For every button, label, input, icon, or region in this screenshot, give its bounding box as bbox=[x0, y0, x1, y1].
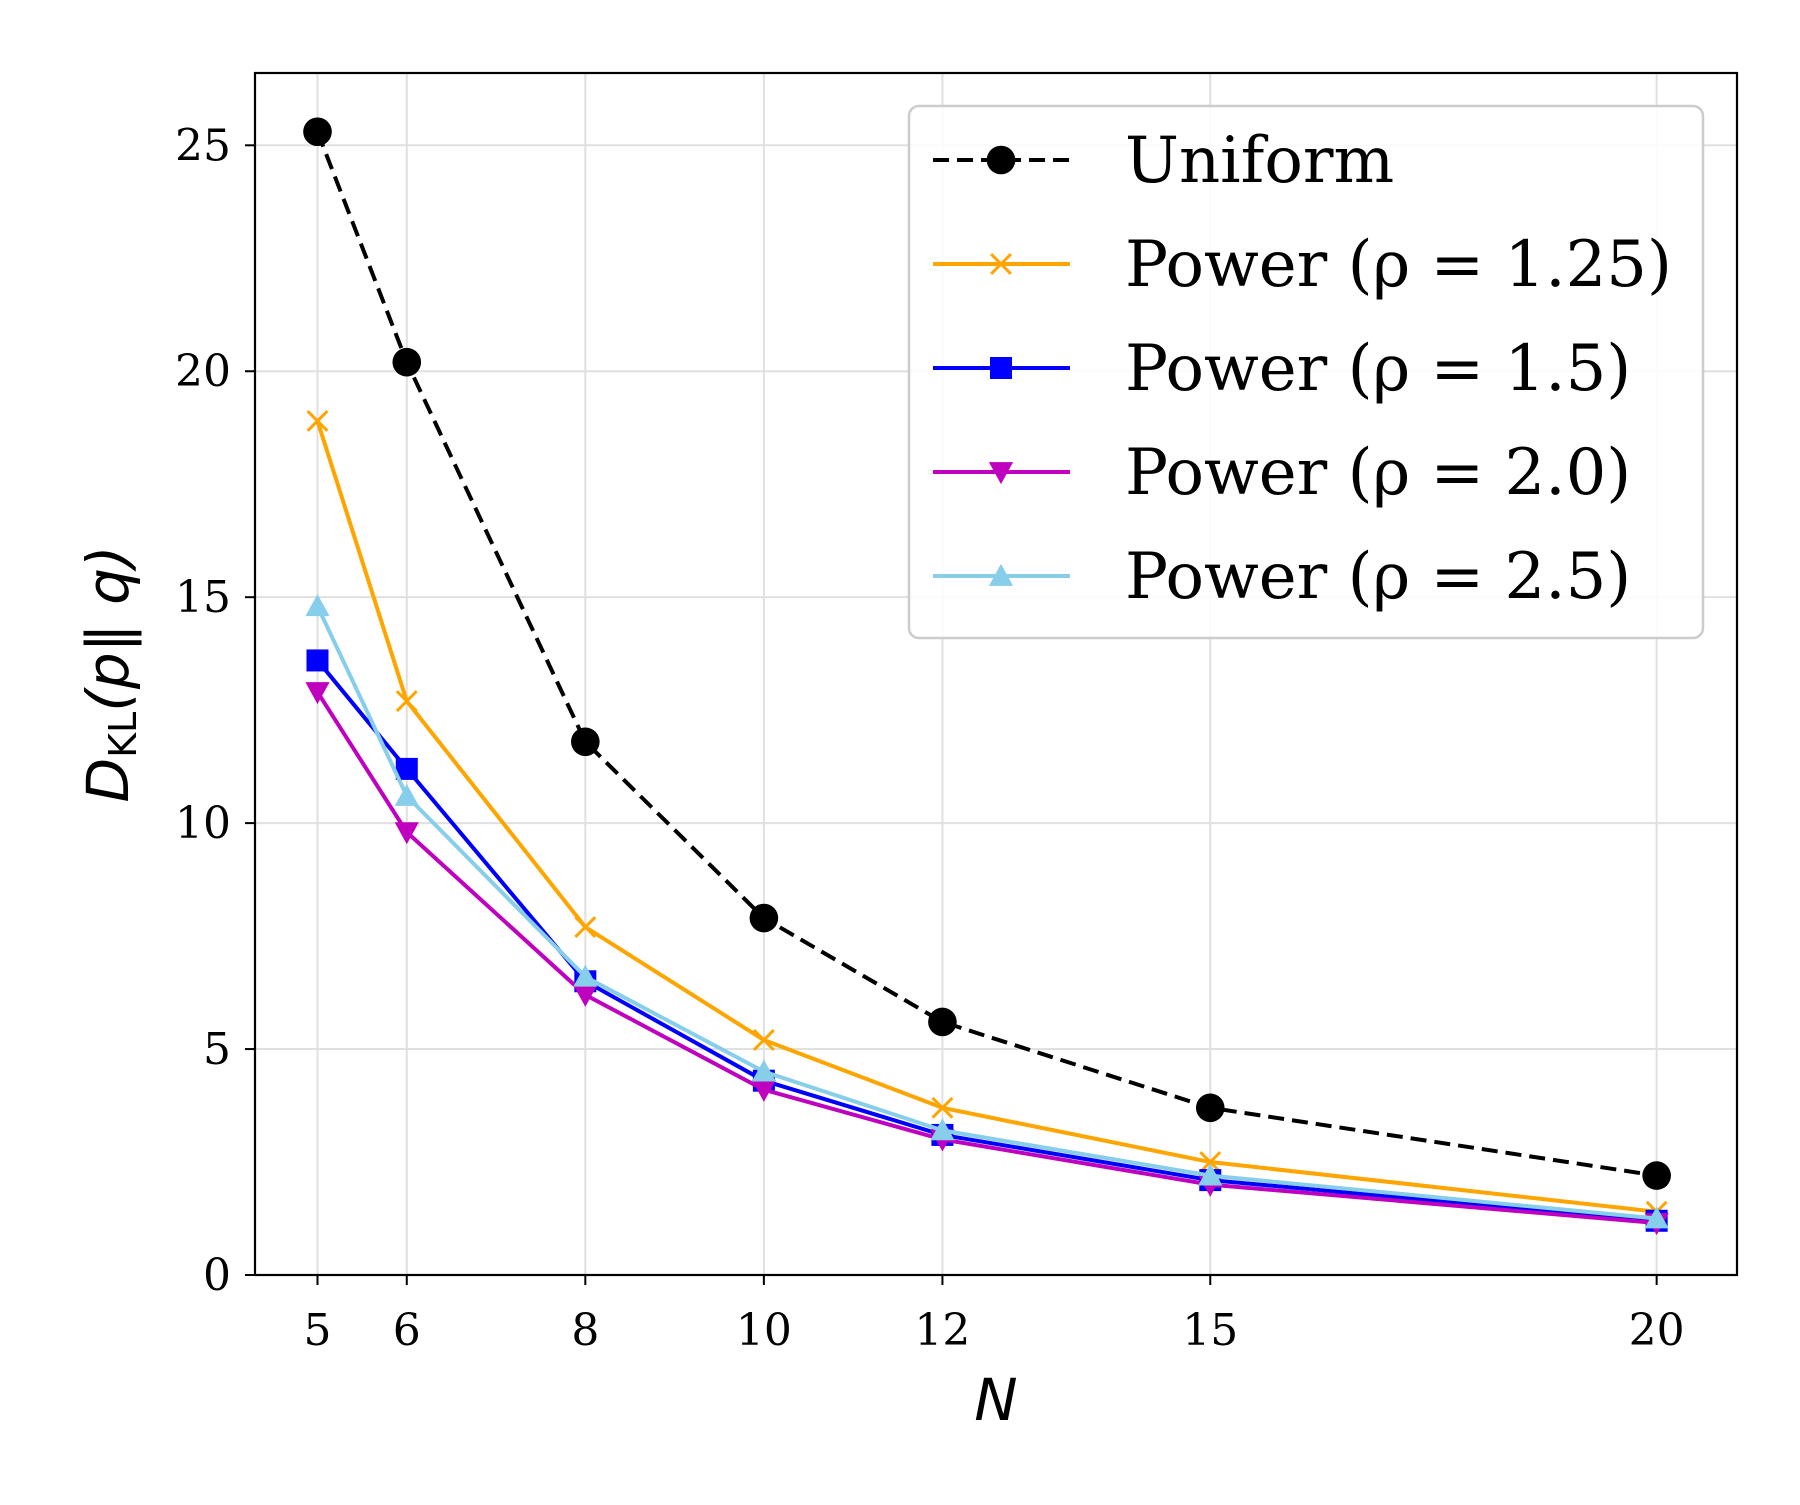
data-point bbox=[306, 409, 329, 432]
y-tick-label: 15 bbox=[175, 572, 231, 623]
data-point bbox=[751, 1079, 776, 1102]
legend-marker bbox=[988, 462, 1014, 485]
legend-label: Power (ρ = 1.5) bbox=[1125, 332, 1631, 406]
legend-marker bbox=[988, 563, 1014, 586]
y-tick-label: 10 bbox=[175, 798, 231, 849]
legend-label: Power (ρ = 2.5) bbox=[1125, 540, 1631, 614]
data-point bbox=[751, 1059, 776, 1082]
legend-item-0: Uniform bbox=[933, 124, 1394, 198]
data-point bbox=[305, 682, 330, 705]
legend: Uniform Power (ρ = 1.25) Power (ρ = 1.5) Po… bbox=[907, 104, 1705, 640]
legend-marker bbox=[990, 357, 1012, 379]
x-axis-ticks: 5 6 8 10 12 15 20 bbox=[303, 1275, 1685, 1356]
legend-marker bbox=[986, 145, 1016, 175]
y-tick-label: 20 bbox=[175, 346, 231, 397]
y-label-main: D bbox=[74, 758, 142, 803]
data-point bbox=[931, 1096, 954, 1119]
x-tick-label: 10 bbox=[736, 1305, 792, 1356]
data-point bbox=[930, 1118, 955, 1141]
data-point bbox=[392, 347, 422, 377]
y-tick-label: 0 bbox=[203, 1250, 231, 1301]
y-axis-ticks: 0 5 10 15 20 25 bbox=[175, 120, 255, 1301]
data-point bbox=[303, 117, 332, 147]
series-1 bbox=[306, 409, 1668, 1223]
legend-entries: Uniform Power (ρ = 1.25) Power (ρ = 1.5) Po… bbox=[933, 124, 1672, 614]
x-tick-label: 6 bbox=[393, 1305, 421, 1356]
x-tick-label: 15 bbox=[1182, 1305, 1238, 1356]
plot-frame bbox=[253, 71, 1739, 1277]
legend-item-1: Power (ρ = 1.25) bbox=[933, 228, 1672, 302]
x-tick-label: 12 bbox=[914, 1305, 970, 1356]
data-point bbox=[1199, 1151, 1222, 1173]
data-point bbox=[752, 1029, 775, 1051]
y-axis-label: DKL(p‖ q) bbox=[74, 545, 145, 802]
series-3 bbox=[305, 682, 1669, 1236]
legend-label: Uniform bbox=[1125, 124, 1394, 198]
data-point bbox=[573, 984, 598, 1007]
data-point bbox=[394, 783, 419, 806]
data-point bbox=[573, 964, 598, 987]
data-point bbox=[1642, 1161, 1671, 1190]
y-label-sub: KL bbox=[101, 712, 145, 758]
data-point bbox=[1198, 1163, 1223, 1186]
svg-text:DKL(p‖ q): DKL(p‖ q) bbox=[74, 545, 145, 802]
legend-frame bbox=[907, 104, 1705, 640]
x-tick-label: 20 bbox=[1629, 1305, 1685, 1356]
legend-label: Power (ρ = 2.0) bbox=[1125, 436, 1631, 510]
data-point bbox=[928, 1007, 957, 1037]
legend-label: Power (ρ = 1.25) bbox=[1125, 228, 1672, 302]
legend-marker bbox=[990, 253, 1012, 275]
legend-item-4: Power (ρ = 2.5) bbox=[933, 540, 1631, 614]
data-point bbox=[395, 690, 418, 713]
y-label-rest: (p‖ q) bbox=[74, 545, 142, 711]
y-tick-label: 25 bbox=[175, 120, 231, 171]
x-axis-label: N bbox=[974, 1366, 1017, 1434]
data-point bbox=[749, 903, 779, 933]
x-tick-label: 8 bbox=[571, 1305, 599, 1356]
data-point bbox=[1644, 1206, 1669, 1229]
series-0 bbox=[303, 117, 1671, 1190]
series-layer bbox=[303, 117, 1671, 1236]
legend-item-3: Power (ρ = 2.0) bbox=[933, 436, 1631, 510]
y-tick-label: 5 bbox=[203, 1024, 231, 1075]
data-point bbox=[395, 757, 418, 780]
data-point bbox=[1195, 1093, 1225, 1123]
data-point bbox=[394, 822, 419, 845]
data-point bbox=[574, 916, 597, 939]
data-point bbox=[571, 727, 600, 757]
legend-item-2: Power (ρ = 1.5) bbox=[933, 332, 1631, 406]
data-point bbox=[305, 594, 330, 617]
series-line bbox=[315, 605, 1657, 1221]
data-point bbox=[306, 649, 329, 672]
x-tick-label: 5 bbox=[303, 1305, 331, 1356]
series-4 bbox=[305, 594, 1669, 1229]
